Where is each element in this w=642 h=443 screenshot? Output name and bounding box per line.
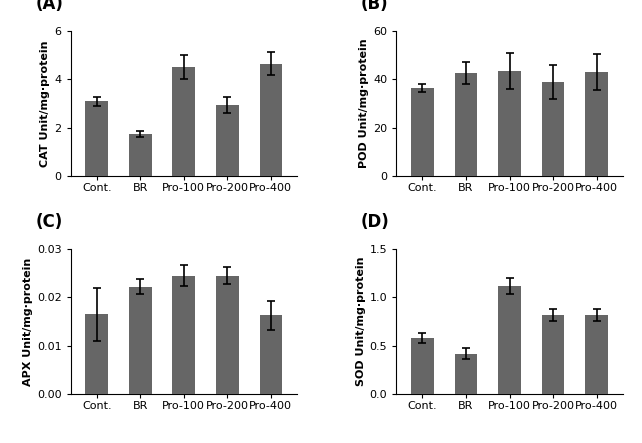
Bar bbox=[455, 74, 478, 176]
Bar bbox=[216, 276, 239, 394]
Y-axis label: CAT Unit/mg·protein: CAT Unit/mg·protein bbox=[40, 40, 50, 167]
Bar bbox=[259, 315, 282, 394]
Bar bbox=[173, 276, 195, 394]
Bar bbox=[259, 64, 282, 176]
Bar bbox=[455, 354, 478, 394]
Bar bbox=[411, 338, 434, 394]
Text: (C): (C) bbox=[35, 213, 62, 231]
Bar bbox=[85, 101, 108, 176]
Bar bbox=[542, 315, 564, 394]
Bar bbox=[498, 286, 521, 394]
Bar bbox=[586, 315, 608, 394]
Y-axis label: APX Unit/mg·protein: APX Unit/mg·protein bbox=[22, 257, 33, 386]
Bar bbox=[173, 67, 195, 176]
Text: (A): (A) bbox=[35, 0, 63, 13]
Bar bbox=[498, 71, 521, 176]
Bar bbox=[411, 88, 434, 176]
Text: (B): (B) bbox=[361, 0, 388, 13]
Bar bbox=[129, 287, 152, 394]
Bar bbox=[85, 315, 108, 394]
Bar bbox=[542, 82, 564, 176]
Bar bbox=[216, 105, 239, 176]
Y-axis label: SOD Unit/mg·protein: SOD Unit/mg·protein bbox=[356, 257, 365, 386]
Bar bbox=[586, 72, 608, 176]
Bar bbox=[129, 134, 152, 176]
Text: (D): (D) bbox=[361, 213, 390, 231]
Y-axis label: POD Unit/mg·protein: POD Unit/mg·protein bbox=[359, 39, 369, 168]
